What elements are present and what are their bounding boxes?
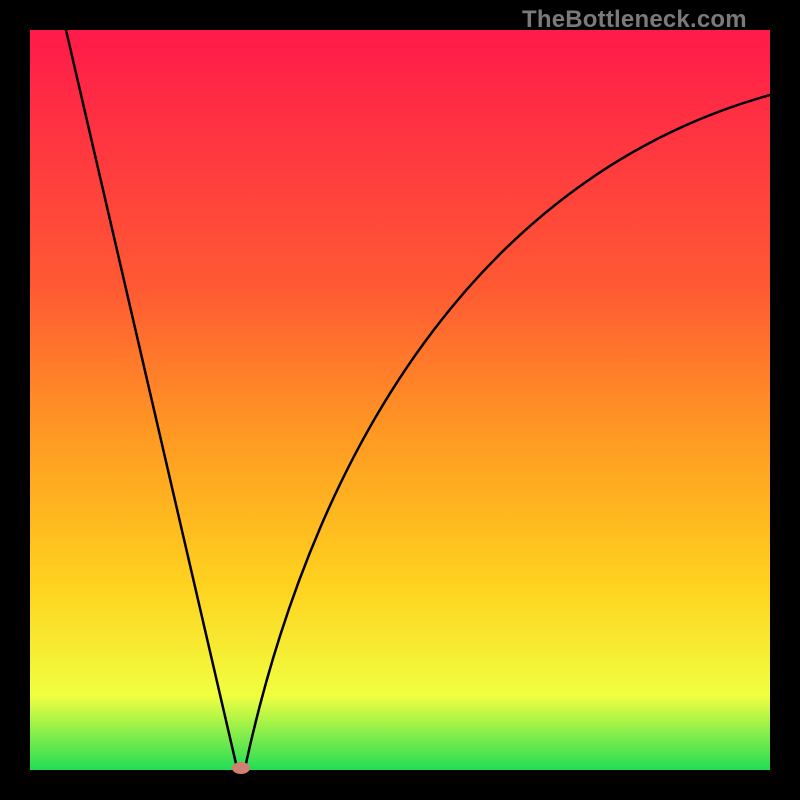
plot-area bbox=[30, 30, 770, 770]
watermark-text: TheBottleneck.com bbox=[522, 6, 747, 34]
